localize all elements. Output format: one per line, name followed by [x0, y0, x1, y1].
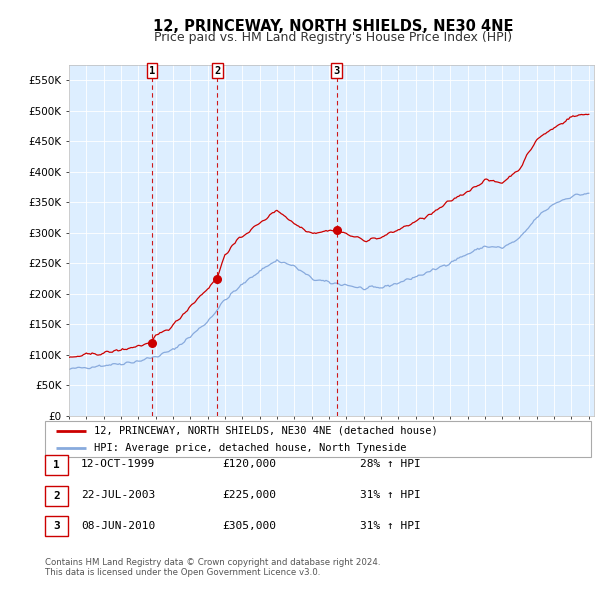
- FancyBboxPatch shape: [45, 421, 591, 457]
- Text: 2: 2: [53, 491, 60, 500]
- Text: 3: 3: [53, 522, 60, 531]
- Text: 12, PRINCEWAY, NORTH SHIELDS, NE30 4NE: 12, PRINCEWAY, NORTH SHIELDS, NE30 4NE: [153, 19, 513, 34]
- Text: 31% ↑ HPI: 31% ↑ HPI: [360, 490, 421, 500]
- Text: 1: 1: [149, 65, 155, 76]
- Text: 22-JUL-2003: 22-JUL-2003: [81, 490, 155, 500]
- Text: 31% ↑ HPI: 31% ↑ HPI: [360, 521, 421, 530]
- Text: £120,000: £120,000: [222, 460, 276, 469]
- Text: £225,000: £225,000: [222, 490, 276, 500]
- Text: £305,000: £305,000: [222, 521, 276, 530]
- Text: 28% ↑ HPI: 28% ↑ HPI: [360, 460, 421, 469]
- Text: 2: 2: [214, 65, 220, 76]
- Text: 12, PRINCEWAY, NORTH SHIELDS, NE30 4NE (detached house): 12, PRINCEWAY, NORTH SHIELDS, NE30 4NE (…: [94, 425, 438, 435]
- Text: 08-JUN-2010: 08-JUN-2010: [81, 521, 155, 530]
- Text: Contains HM Land Registry data © Crown copyright and database right 2024.
This d: Contains HM Land Registry data © Crown c…: [45, 558, 380, 577]
- Text: Price paid vs. HM Land Registry's House Price Index (HPI): Price paid vs. HM Land Registry's House …: [154, 31, 512, 44]
- Text: HPI: Average price, detached house, North Tyneside: HPI: Average price, detached house, Nort…: [94, 443, 407, 453]
- Text: 3: 3: [334, 65, 340, 76]
- Text: 12-OCT-1999: 12-OCT-1999: [81, 460, 155, 469]
- Text: 1: 1: [53, 460, 60, 470]
